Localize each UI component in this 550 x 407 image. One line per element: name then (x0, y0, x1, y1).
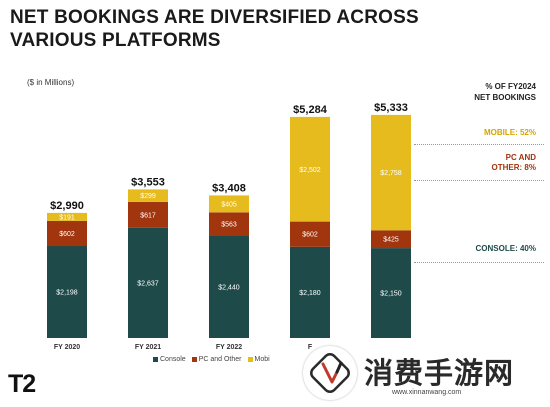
bar-mobile-4 (371, 114, 411, 231)
legend-mobile-label: Mobi (254, 356, 270, 363)
bar-label-mobile-0: $191 (59, 214, 75, 221)
bar-label-pc-4: $425 (383, 237, 399, 244)
legend-pc-label: PC and Other (198, 356, 242, 363)
bar-console-1 (128, 227, 168, 338)
legend-mobile: Mobi (247, 356, 270, 363)
bar-label-console-4: $2,150 (380, 291, 402, 298)
category-label-0: FY 2020 (54, 344, 80, 351)
legend-console: Console (153, 356, 186, 363)
category-label-3: F (308, 344, 313, 351)
bar-total-2: $3,408 (212, 182, 246, 194)
pc-share-label: PC AND OTHER: 8% (440, 153, 536, 173)
title-line-2: VARIOUS PLATFORMS (10, 30, 221, 51)
bar-pc-2 (209, 212, 249, 236)
bar-mobile-3 (290, 116, 330, 222)
bar-label-pc-0: $602 (59, 231, 75, 238)
bar-console-3 (290, 246, 330, 338)
pc-share-label-line-2: OTHER: 8% (491, 163, 536, 172)
bar-total-1: $3,553 (131, 176, 165, 188)
bar-mobile-0 (47, 212, 87, 221)
bar-label-pc-3: $602 (302, 232, 318, 239)
pc-share-label-line-1: PC AND (505, 153, 536, 162)
bar-label-console-0: $2,198 (56, 290, 78, 297)
bar-mobile-2 (209, 195, 249, 213)
legend-swatch-console (153, 357, 158, 362)
bar-label-console-2: $2,440 (218, 285, 240, 292)
mobile-share-label: MOBILE: 52% (483, 128, 536, 137)
category-label-2: FY 2022 (216, 344, 242, 351)
bar-label-mobile-4: $2,758 (380, 170, 402, 177)
legend-console-label: Console (160, 356, 186, 363)
mobile-divider (414, 144, 544, 145)
bar-total-0: $2,990 (50, 200, 84, 212)
watermark-text: 消费手游网 (364, 356, 515, 390)
bar-label-console-3: $2,180 (299, 290, 321, 297)
bar-pc-3 (290, 221, 330, 247)
bar-label-console-1: $2,637 (137, 280, 159, 287)
share-header-line-1: % OF FY2024 (485, 82, 536, 91)
category-label-1: FY 2021 (135, 344, 161, 351)
bar-mobile-1 (128, 189, 168, 202)
legend-swatch-pc (191, 357, 197, 362)
bar-label-mobile-3: $2,502 (299, 167, 321, 174)
bar-pc-4 (371, 230, 411, 249)
legend-swatch-mobile (247, 357, 253, 362)
pc-divider (414, 180, 544, 181)
chart-legend: Console PC and Other Mobi (153, 356, 270, 363)
t2-logo: T2 (8, 370, 36, 398)
bar-console-2 (209, 235, 249, 338)
units-note: ($ in Millions) (27, 78, 75, 87)
bar-label-mobile-2: $405 (221, 201, 237, 208)
bar-pc-1 (128, 201, 168, 228)
watermark-logo-icon (310, 353, 350, 393)
watermark-url: www.xinnanwang.com (392, 389, 462, 396)
bar-label-mobile-1: $299 (140, 193, 156, 200)
title-line-1: NET BOOKINGS ARE DIVERSIFIED ACROSS (10, 7, 419, 28)
bar-console-0 (47, 246, 87, 338)
bar-pc-0 (47, 220, 87, 247)
bar-console-4 (371, 248, 411, 338)
bar-label-pc-1: $617 (140, 212, 156, 219)
page-title: NET BOOKINGS ARE DIVERSIFIED ACROSS VARI… (10, 6, 470, 52)
watermark-badge-icon (303, 346, 357, 400)
console-divider (414, 262, 544, 263)
console-share-label: CONSOLE: 40% (475, 244, 536, 253)
share-header-line-2: NET BOOKINGS (474, 93, 536, 102)
bar-total-4: $5,333 (374, 102, 408, 114)
bar-label-pc-2: $563 (221, 222, 237, 229)
legend-pc: PC and Other (191, 356, 242, 363)
bar-total-3: $5,284 (293, 104, 328, 116)
share-header: % OF FY2024 NET BOOKINGS (440, 81, 536, 103)
